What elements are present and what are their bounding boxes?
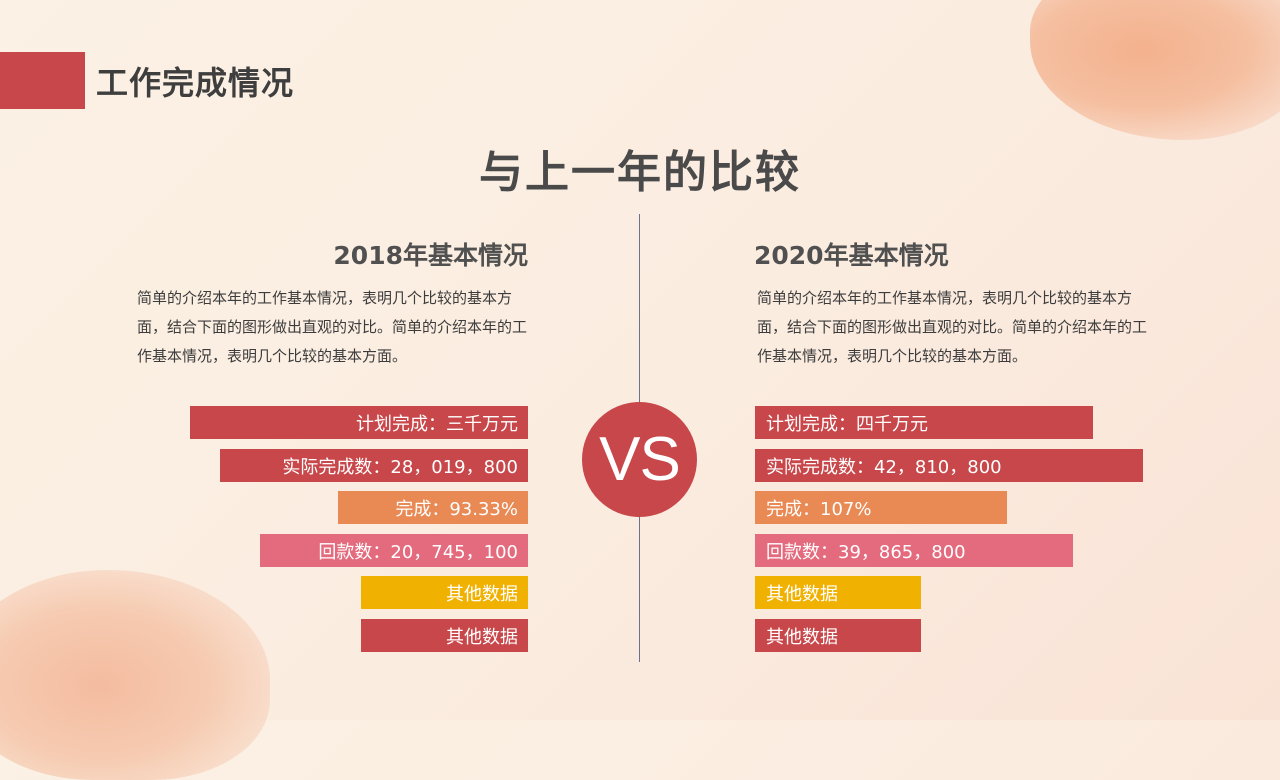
right-bar-actual-label: 实际完成数：42，810，800 [766,456,1002,478]
right-bar-plan-label: 计划完成：四千万元 [766,413,928,435]
left-bar-other-1: 其他数据 [361,576,528,609]
comparison-heading: 与上一年的比较 [479,147,801,198]
left-section-heading: 2018年基本情况 [333,241,528,270]
right-bar-payment: 回款数：39，865，800 [755,534,1073,567]
right-bar-completion-label: 完成：107% [766,498,872,520]
right-bar-other-1: 其他数据 [755,576,921,609]
left-bar-other-2: 其他数据 [361,619,528,652]
right-bar-other-1-label: 其他数据 [766,583,838,605]
right-bar-plan: 计划完成：四千万元 [755,406,1093,439]
left-bar-completion-label: 完成：93.33% [395,498,518,520]
right-bar-other-2-label: 其他数据 [766,626,838,648]
right-bar-actual: 实际完成数：42，810，800 [755,449,1143,482]
left-bar-actual-label: 实际完成数：28，019，800 [282,456,518,478]
left-bar-payment: 回款数：20，745，100 [260,534,528,567]
right-bar-payment-label: 回款数：39，865，800 [766,541,966,563]
title-accent-block [0,52,85,109]
left-bar-other-2-label: 其他数据 [446,626,518,648]
right-bar-other-2: 其他数据 [755,619,921,652]
left-bar-plan: 计划完成：三千万元 [190,406,528,439]
vs-badge: VS [582,402,697,517]
left-bar-actual: 实际完成数：28，019，800 [220,449,528,482]
right-bar-completion: 完成：107% [755,491,1007,524]
left-bar-other-1-label: 其他数据 [446,583,518,605]
decorative-blob-top-right [1030,0,1280,140]
left-bar-completion: 完成：93.33% [338,491,528,524]
decorative-blob-bottom-left [0,570,270,780]
page-title: 工作完成情况 [96,64,295,102]
left-bar-plan-label: 计划完成：三千万元 [356,413,518,435]
right-description: 简单的介绍本年的工作基本情况，表明几个比较的基本方面，结合下面的图形做出直观的对… [757,289,1148,365]
left-bar-payment-label: 回款数：20，745，100 [318,541,518,563]
left-description: 简单的介绍本年的工作基本情况，表明几个比较的基本方面，结合下面的图形做出直观的对… [137,289,528,365]
right-section-heading: 2020年基本情况 [754,241,949,270]
